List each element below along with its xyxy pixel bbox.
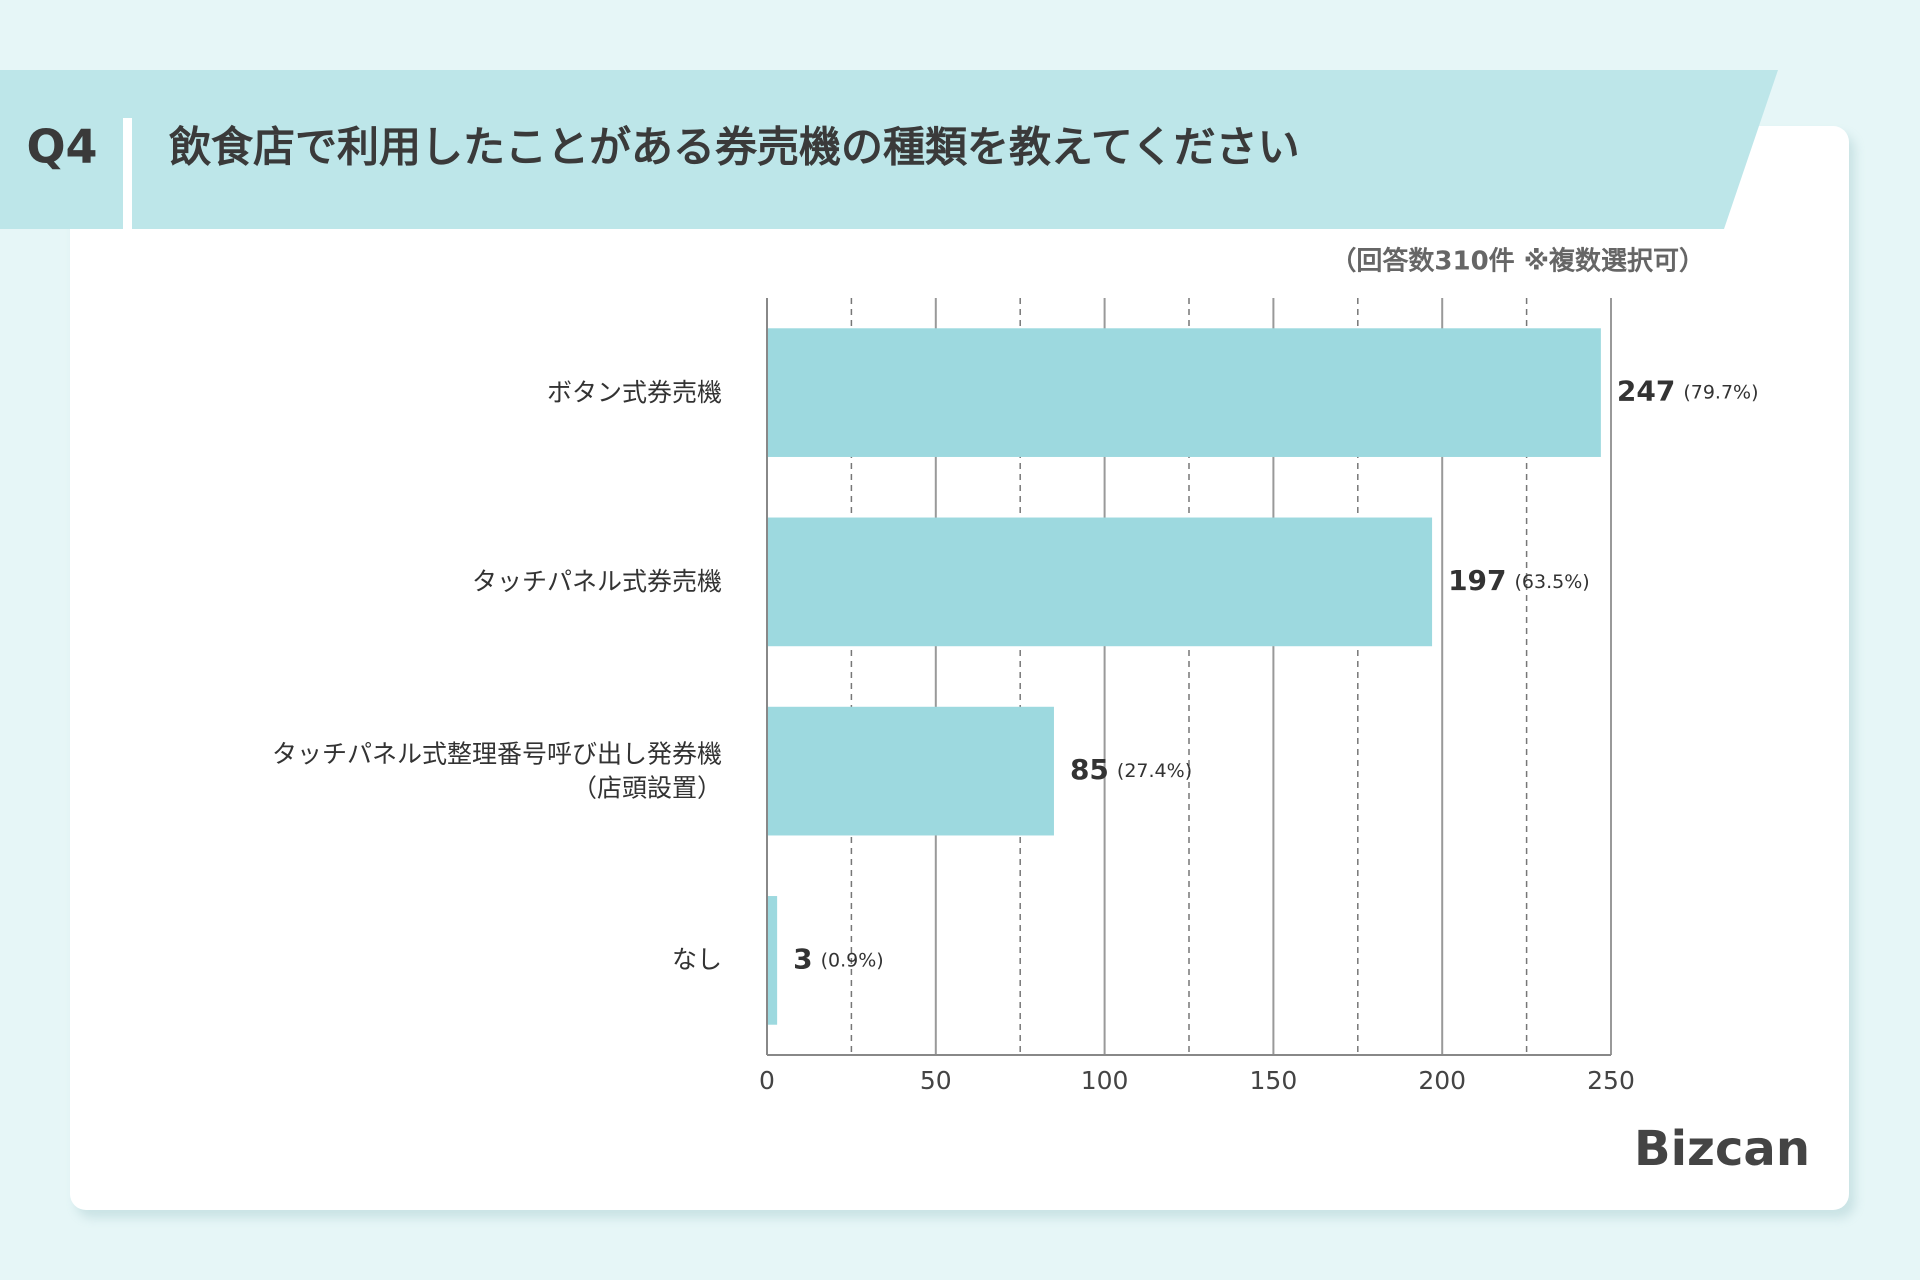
header-divider bbox=[123, 118, 132, 229]
question-number: Q4 bbox=[26, 120, 97, 174]
value-label: 247 (79.7%) bbox=[1617, 375, 1759, 408]
x-tick-label: 150 bbox=[1250, 1066, 1298, 1095]
value-percent: (63.5%) bbox=[1515, 570, 1590, 592]
category-label: ボタン式券売機 bbox=[546, 377, 722, 407]
x-tick-label: 50 bbox=[920, 1066, 952, 1095]
category-label: タッチパネル式券売機 bbox=[471, 567, 722, 596]
header-title: 飲食店で利用したことがある券売機の種類を教えてください bbox=[169, 123, 1300, 172]
value-label: 197 (63.5%) bbox=[1448, 564, 1590, 597]
value-number: 197 bbox=[1448, 564, 1506, 597]
header-band bbox=[0, 70, 1778, 229]
bar bbox=[767, 328, 1601, 457]
bar bbox=[767, 896, 778, 1025]
value-percent: (0.9%) bbox=[821, 949, 884, 971]
value-number: 85 bbox=[1070, 753, 1109, 786]
value-number: 3 bbox=[793, 942, 812, 975]
value-number: 247 bbox=[1617, 375, 1675, 408]
category-label: なし bbox=[671, 945, 722, 975]
value-label: 85 (27.4%) bbox=[1070, 753, 1192, 786]
category-label: タッチパネル式整理番号呼び出し発券機 （店頭設置） bbox=[271, 739, 722, 803]
x-tick-label: 0 bbox=[759, 1066, 775, 1095]
x-tick-label: 250 bbox=[1587, 1066, 1635, 1095]
bar bbox=[767, 517, 1433, 647]
x-tick-label: 100 bbox=[1081, 1066, 1129, 1095]
note: （回答数310件 ※複数選択可） bbox=[1330, 246, 1705, 277]
value-percent: (79.7%) bbox=[1683, 381, 1758, 403]
bar bbox=[767, 706, 1054, 836]
logo: Bizcan bbox=[1634, 1121, 1810, 1177]
x-tick-label: 200 bbox=[1418, 1066, 1466, 1095]
card bbox=[70, 126, 1849, 1210]
value-percent: (27.4%) bbox=[1117, 760, 1192, 782]
value-label: 3 (0.9%) bbox=[793, 942, 884, 975]
